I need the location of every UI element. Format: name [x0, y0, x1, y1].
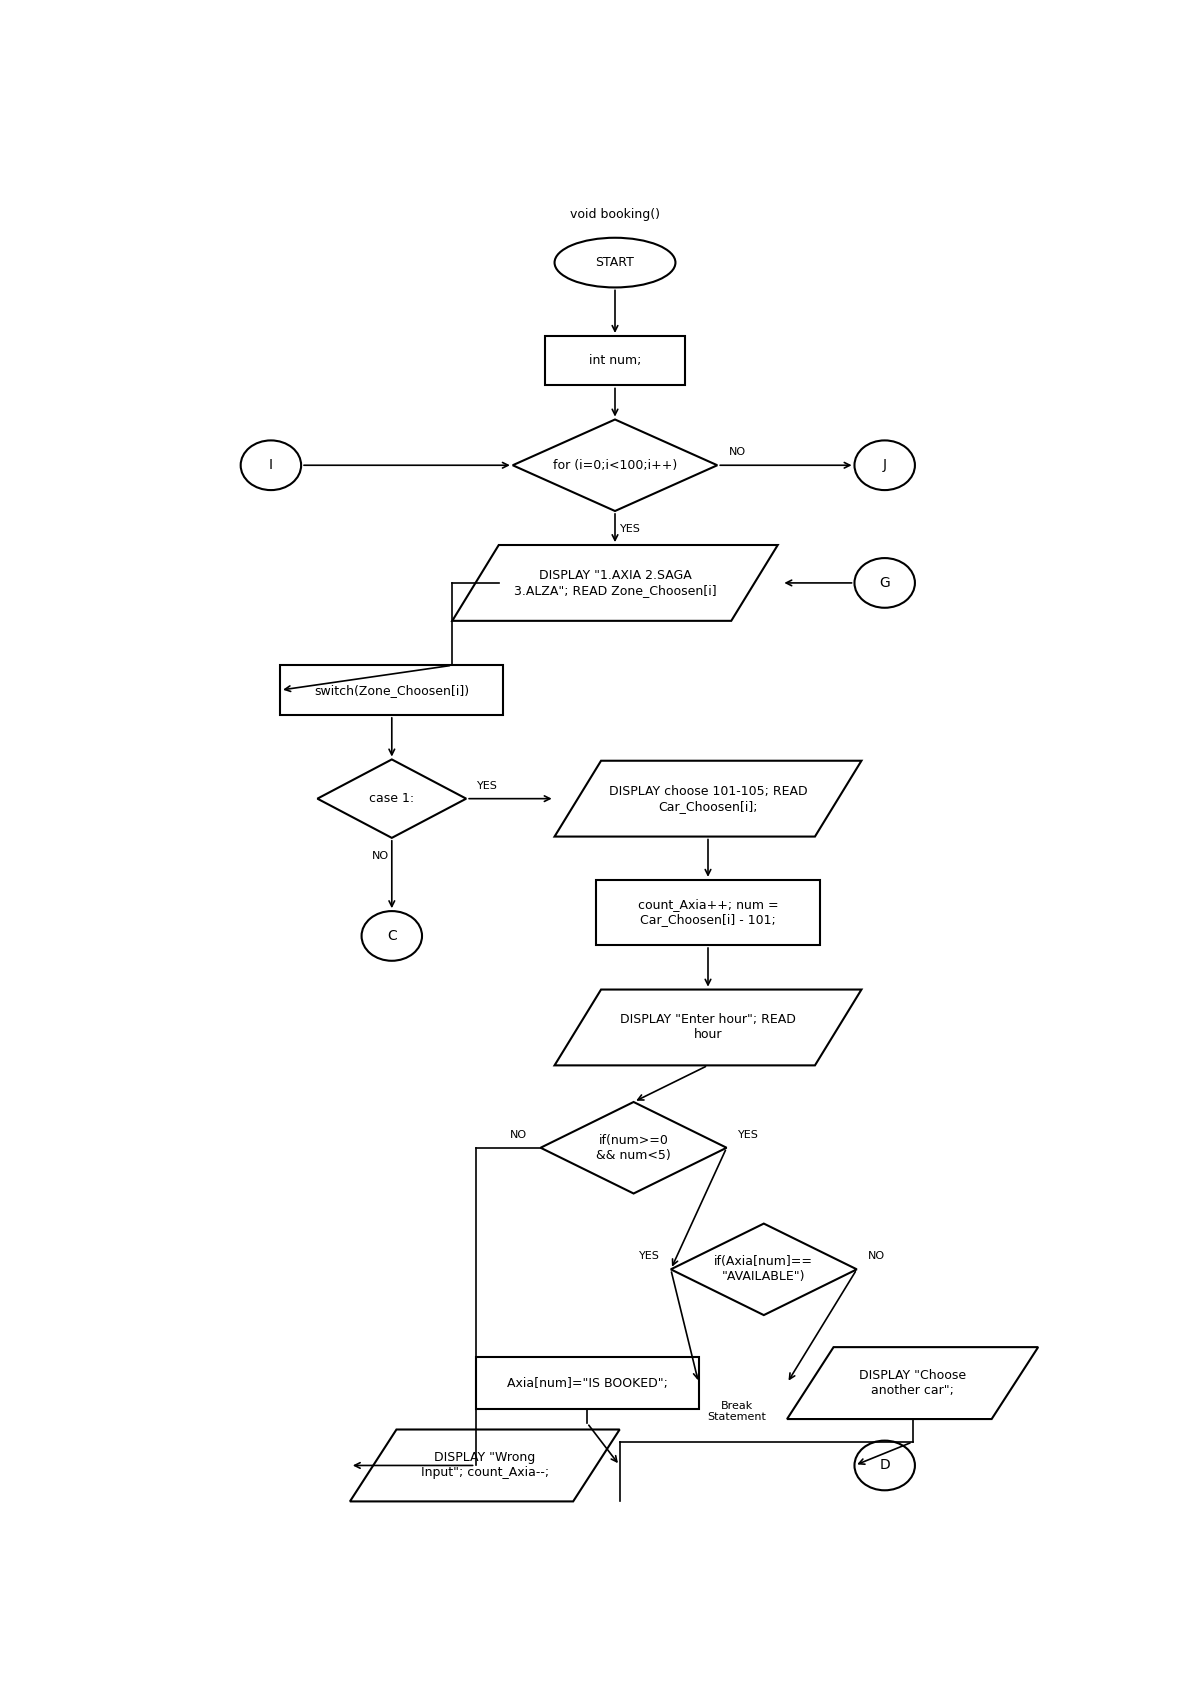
Text: count_Axia++; num =
Car_Choosen[i] - 101;: count_Axia++; num = Car_Choosen[i] - 101…: [637, 898, 779, 927]
Text: G: G: [880, 576, 890, 589]
Polygon shape: [787, 1347, 1038, 1420]
Text: START: START: [595, 256, 635, 268]
Bar: [281, 666, 504, 715]
Polygon shape: [554, 990, 862, 1065]
Text: C: C: [386, 929, 397, 942]
Polygon shape: [452, 545, 778, 621]
Text: int num;: int num;: [589, 355, 641, 367]
Polygon shape: [350, 1430, 619, 1501]
Ellipse shape: [854, 1440, 914, 1491]
Text: case 1:: case 1:: [370, 793, 414, 805]
Polygon shape: [317, 759, 467, 837]
Text: Break
Statement: Break Statement: [708, 1401, 767, 1423]
Text: Axia[num]="IS BOOKED";: Axia[num]="IS BOOKED";: [506, 1377, 667, 1389]
Polygon shape: [512, 419, 718, 511]
Text: NO: NO: [728, 447, 745, 457]
Polygon shape: [541, 1102, 727, 1194]
Text: NO: NO: [868, 1251, 886, 1262]
Text: DISPLAY choose 101-105; READ
Car_Choosen[i];: DISPLAY choose 101-105; READ Car_Choosen…: [608, 784, 808, 813]
Text: YES: YES: [638, 1251, 660, 1262]
Text: switch(Zone_Choosen[i]): switch(Zone_Choosen[i]): [314, 684, 469, 696]
Ellipse shape: [361, 912, 422, 961]
Text: YES: YES: [619, 525, 641, 535]
Text: NO: NO: [372, 851, 389, 861]
Text: DISPLAY "Choose
another car";: DISPLAY "Choose another car";: [859, 1369, 966, 1397]
Text: I: I: [269, 458, 272, 472]
Text: D: D: [880, 1459, 890, 1472]
Text: YES: YES: [738, 1129, 758, 1139]
Text: YES: YES: [478, 781, 498, 791]
Ellipse shape: [241, 440, 301, 491]
Bar: [475, 1357, 698, 1409]
Ellipse shape: [854, 559, 914, 608]
Text: J: J: [883, 458, 887, 472]
Text: DISPLAY "1.AXIA 2.SAGA
3.ALZA"; READ Zone_Choosen[i]: DISPLAY "1.AXIA 2.SAGA 3.ALZA"; READ Zon…: [514, 569, 716, 598]
Text: DISPLAY "Enter hour"; READ
hour: DISPLAY "Enter hour"; READ hour: [620, 1014, 796, 1041]
Text: for (i=0;i<100;i++): for (i=0;i<100;i++): [553, 458, 677, 472]
Ellipse shape: [854, 440, 914, 491]
Text: NO: NO: [510, 1129, 527, 1139]
Polygon shape: [671, 1224, 857, 1314]
Text: if(Axia[num]==
"AVAILABLE"): if(Axia[num]== "AVAILABLE"): [714, 1255, 814, 1284]
Text: if(num>=0
&& num<5): if(num>=0 && num<5): [596, 1134, 671, 1161]
Polygon shape: [554, 761, 862, 837]
Bar: [596, 880, 820, 946]
Bar: [545, 336, 685, 385]
Ellipse shape: [554, 238, 676, 287]
Text: void booking(): void booking(): [570, 207, 660, 221]
Text: DISPLAY "Wrong
Input"; count_Axia--;: DISPLAY "Wrong Input"; count_Axia--;: [421, 1452, 548, 1479]
